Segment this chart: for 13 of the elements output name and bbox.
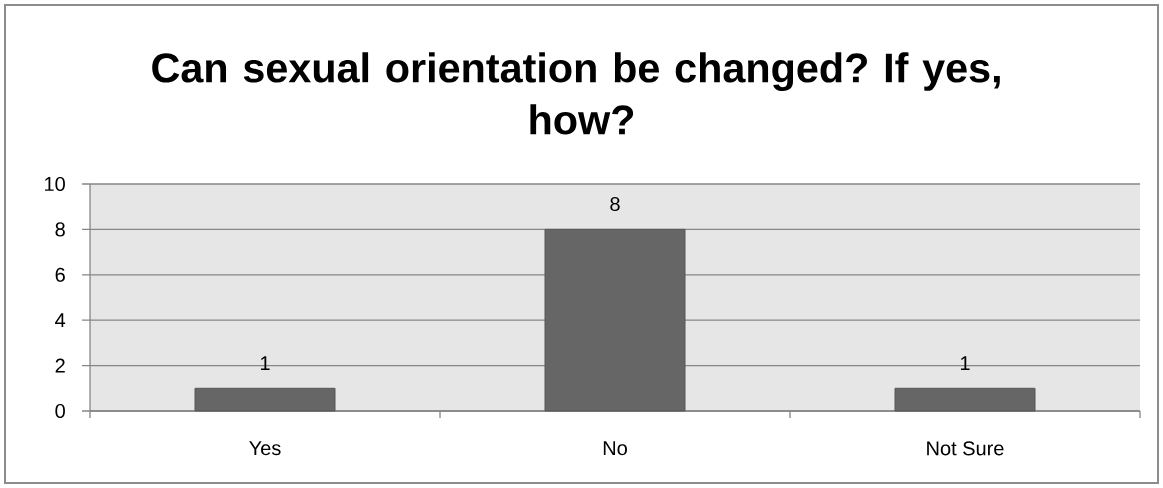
chart-title: Can sexual orientation be changed? If yes, how? [152, 52, 1000, 135]
data-label: 1 [260, 356, 270, 371]
x-tick-label: Not Sure [927, 441, 1004, 456]
y-tick-label: 4 [55, 313, 66, 328]
y-tick-label: 10 [45, 176, 65, 192]
data-label: 8 [610, 196, 620, 212]
y-tick-label: 6 [55, 267, 65, 282]
data-label: 1 [960, 356, 970, 371]
x-tick-label: Yes [249, 441, 281, 456]
y-tick-label: 8 [55, 222, 65, 237]
y-tick-label: 2 [55, 358, 65, 373]
y-tick-label: 0 [55, 403, 65, 419]
x-tick-label: No [603, 441, 627, 456]
